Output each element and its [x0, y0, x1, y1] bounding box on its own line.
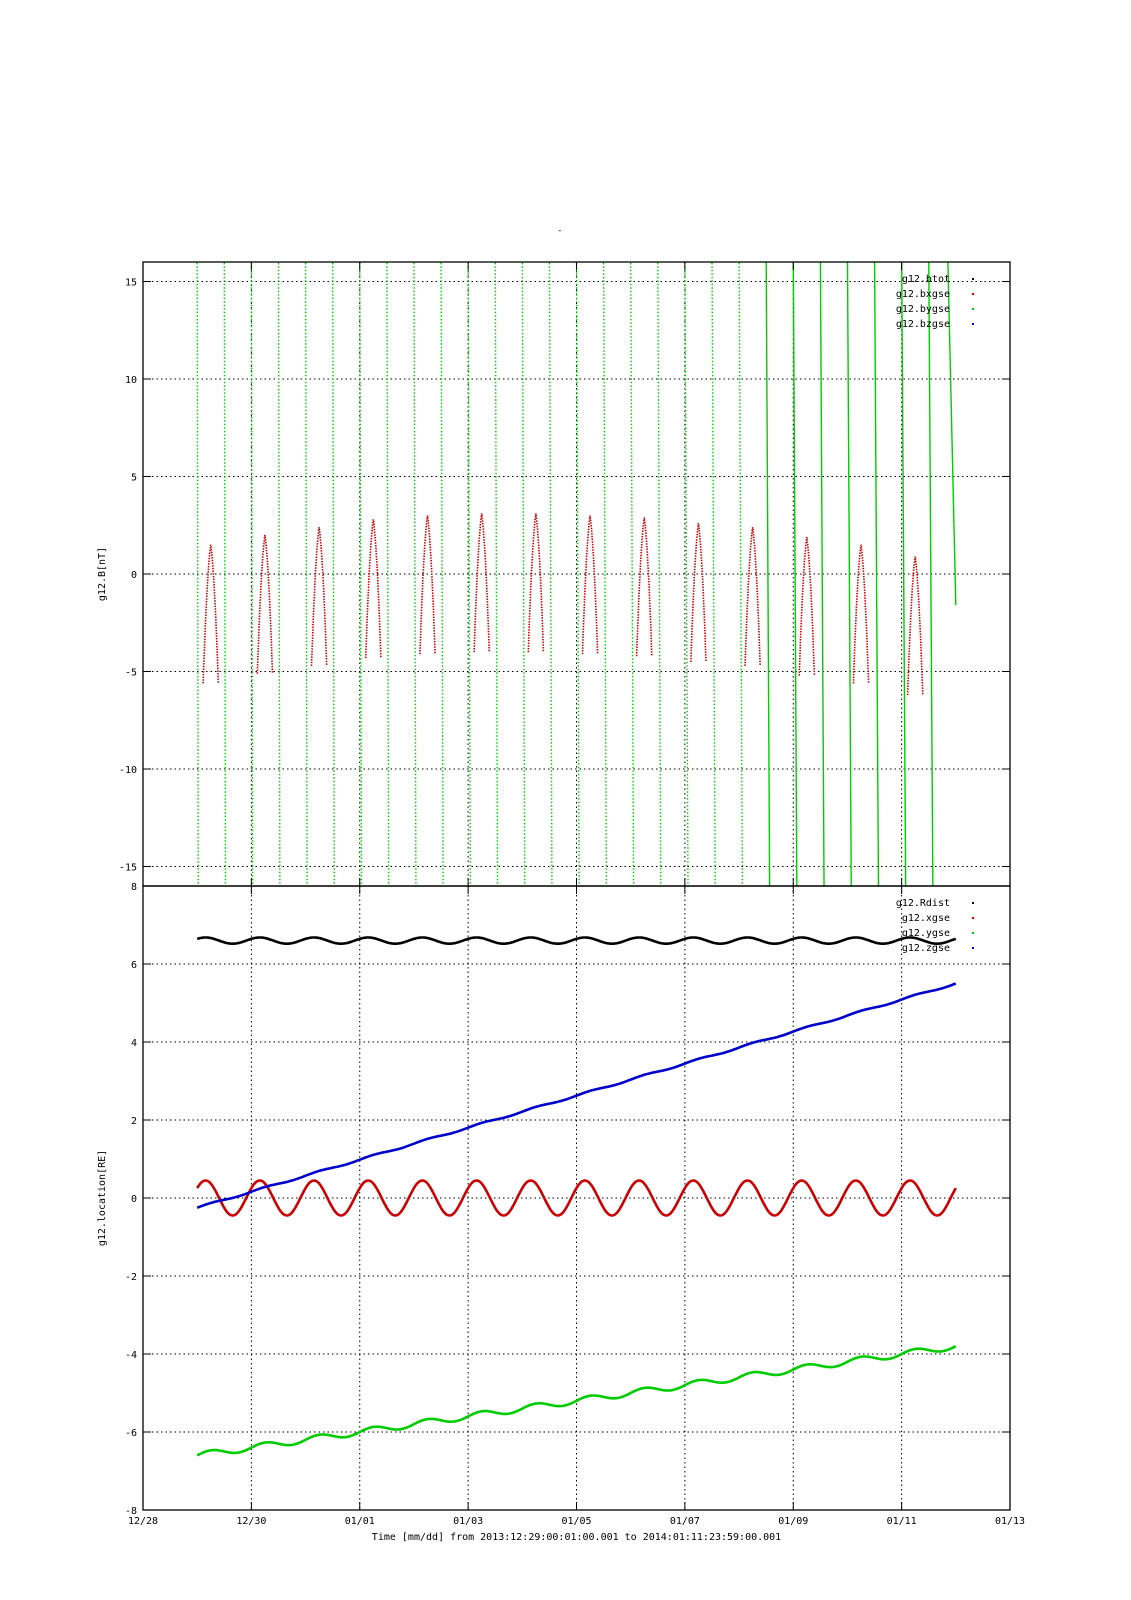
series-line [440, 262, 444, 886]
series-line [256, 534, 274, 674]
legend-entry: g12.xgse [902, 913, 950, 924]
series-line [359, 262, 363, 886]
y-tick-label: -6 [125, 1428, 137, 1439]
y-tick-label: -8 [125, 1506, 137, 1517]
series-line [635, 517, 653, 657]
series-line [765, 262, 771, 886]
y-axis-label: g12.location[RE] [97, 1150, 108, 1246]
series-line [581, 515, 599, 655]
series-line [744, 527, 761, 666]
legend-marker [972, 932, 974, 934]
y-tick-label: 5 [131, 473, 137, 484]
y-tick-label: 10 [125, 375, 137, 386]
series-line [711, 262, 716, 886]
legend-entry: g12.btot [902, 274, 950, 285]
y-tick-label: -5 [125, 668, 137, 679]
y-tick-label: 0 [131, 1194, 137, 1205]
series-line [196, 936, 957, 945]
series-line [494, 262, 499, 886]
series-line [602, 262, 608, 886]
x-axis-label: Time [mm/dd] from 2013:12:29:00:01:00.00… [372, 1532, 781, 1543]
series-line [386, 262, 390, 886]
legend-marker [972, 902, 974, 904]
legend-marker [972, 947, 974, 949]
y-tick-label: -2 [125, 1272, 137, 1283]
series-line [196, 1345, 957, 1457]
legend-marker [972, 308, 974, 310]
series-line [304, 262, 308, 886]
y-tick-label: 0 [131, 570, 137, 581]
plot-frame [142, 885, 1011, 1511]
y-tick-label: -4 [125, 1350, 137, 1361]
series-line [846, 262, 852, 886]
x-tick-label: 12/28 [128, 1516, 158, 1527]
series-line [900, 262, 907, 886]
legend-entry: g12.bzgse [896, 319, 950, 330]
series-line [738, 262, 744, 886]
legend-entry: g12.zgse [902, 943, 950, 954]
series-line [928, 262, 934, 886]
series-line [413, 262, 417, 886]
series-line [196, 982, 957, 1209]
series-line [906, 556, 924, 696]
y-axis-label: g12.B[nT] [97, 547, 108, 601]
x-tick-label: 01/01 [345, 1516, 375, 1527]
series-line [196, 262, 199, 886]
series-line [331, 262, 335, 886]
series-line [819, 262, 825, 886]
y-tick-label: 4 [131, 1038, 137, 1049]
y-tick-label: 6 [131, 960, 137, 971]
series-line [548, 262, 553, 886]
y-tick-label: -15 [119, 863, 137, 874]
series-line [364, 519, 382, 659]
y-tick-label: 8 [131, 882, 137, 893]
series-line [521, 262, 526, 886]
grid-layer [143, 262, 1010, 1510]
series-line [684, 262, 689, 886]
series-line [657, 262, 662, 886]
series-line [798, 536, 816, 676]
y-tick-label: -10 [119, 765, 137, 776]
legend-entry: g12.ygse [902, 928, 950, 939]
x-tick-label: 01/13 [995, 1516, 1025, 1527]
legend-marker [972, 278, 974, 280]
series-line [473, 513, 491, 653]
series-line [575, 262, 580, 886]
legend-entry: g12.bygse [896, 304, 950, 315]
x-tick-label: 01/11 [887, 1516, 917, 1527]
x-tick-label: 01/09 [778, 1516, 808, 1527]
page-title: - [557, 226, 563, 236]
series-line [277, 262, 281, 886]
series-layer [196, 262, 957, 1457]
series-line [196, 1179, 957, 1217]
series-line [852, 544, 870, 684]
x-tick-label: 01/05 [561, 1516, 591, 1527]
y-tick-label: 2 [131, 1116, 137, 1127]
legend-marker [972, 323, 974, 325]
legend-marker [972, 293, 974, 295]
legend-marker [972, 917, 974, 919]
series-line [527, 513, 545, 653]
x-tick-label: 01/03 [453, 1516, 483, 1527]
series-line [947, 262, 957, 606]
series-line [202, 544, 220, 684]
series-line [792, 262, 798, 886]
series-line [250, 262, 254, 886]
series-line [310, 527, 328, 666]
series-line [223, 262, 227, 886]
series-line [873, 262, 880, 886]
series-line [467, 262, 472, 886]
series-line [630, 262, 635, 886]
series-line [690, 523, 707, 663]
text-layer: -15 -10 -5 0 5 10 15 g12.B[nT] g12.btot g12.bxgse… [97, 274, 1025, 1543]
x-tick-label: 01/07 [670, 1516, 700, 1527]
y-tick-label: 15 [125, 278, 137, 289]
legend-entry: g12.bxgse [896, 289, 950, 300]
legend-entry: g12.Rdist [896, 898, 950, 909]
x-tick-label: 12/30 [236, 1516, 266, 1527]
series-line [419, 515, 436, 655]
frame-layer [142, 261, 1011, 1511]
